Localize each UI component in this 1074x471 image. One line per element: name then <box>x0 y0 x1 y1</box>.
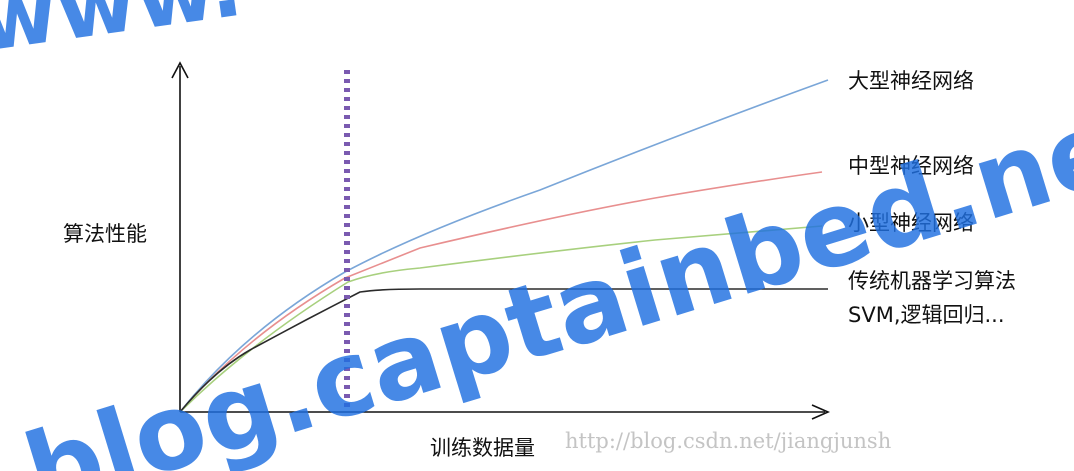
series-line-large-nn <box>179 79 829 413</box>
series-label-large-nn: 大型神经网络 <box>848 69 974 93</box>
y-axis-label: 算法性能 <box>63 222 147 246</box>
series-label-traditional-ml-line2: SVM,逻辑回归... <box>848 303 1005 327</box>
watermark-url: http://blog.csdn.net/jiangjunsh <box>565 429 891 453</box>
series-line-medium-nn <box>179 171 823 413</box>
x-axis-arrow <box>811 404 830 420</box>
series-line-small-nn <box>179 225 823 413</box>
series-label-small-nn: 小型神经网络 <box>848 211 974 235</box>
x-axis-label: 训练数据量 <box>430 436 535 460</box>
series-label-medium-nn: 中型神经网络 <box>848 154 974 178</box>
series-label-traditional-ml: 传统机器学习算法 <box>848 269 1016 293</box>
watermark-top-left: www. <box>0 0 248 72</box>
y-axis-arrow <box>171 61 189 79</box>
axes <box>171 61 830 420</box>
series-line-traditional-ml <box>179 288 828 413</box>
